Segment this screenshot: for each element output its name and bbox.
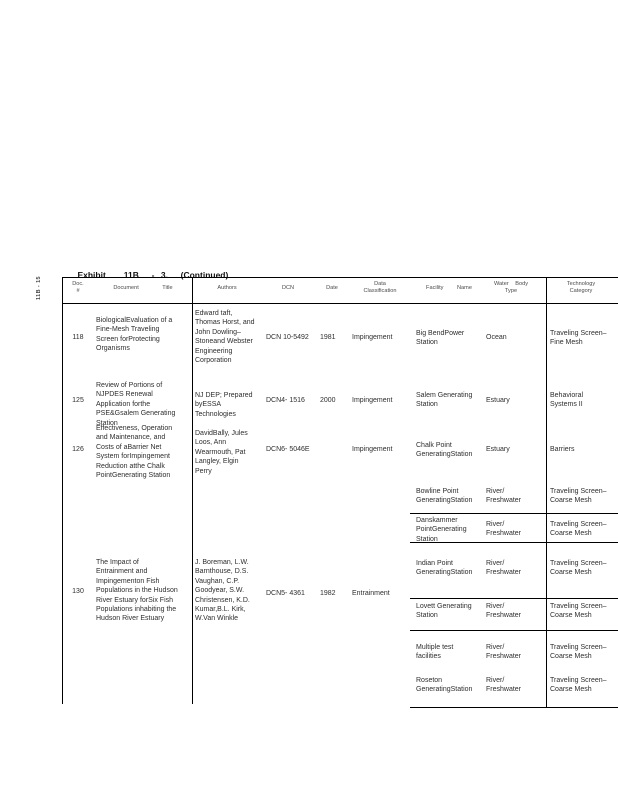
row-126-facility: Chalk Point GeneratingStation xyxy=(416,442,473,459)
row-125-water-body: Estuary xyxy=(486,397,510,404)
header-doc-number: Doc. # xyxy=(72,281,84,294)
row-118-dcn: DCN 10-5492 xyxy=(266,334,309,341)
facility-row-divider-2 xyxy=(410,542,618,543)
title-authors-divider xyxy=(192,277,193,704)
header-dcn: DCN xyxy=(281,285,295,291)
header-facility-name: Facility Name xyxy=(426,285,472,291)
row-118-title: BiologicalEvaluation of a Fine-Mesh Trav… xyxy=(96,317,173,353)
row-roseton-water-body: River/ Freshwater xyxy=(486,677,522,694)
row-multiple-technology: Traveling Screen– Coarse Mesh xyxy=(550,644,607,661)
row-danskammer-technology: Traveling Screen– Coarse Mesh xyxy=(550,521,607,538)
row-lovett-water-body: River/ Freshwater xyxy=(486,603,522,620)
row-118-date: 1981 xyxy=(320,334,336,341)
row-130-dcn: DCN5- 4361 xyxy=(266,590,305,597)
row-130-water-body: River/ Freshwater xyxy=(486,560,522,577)
row-126-doc-number: 126 xyxy=(72,446,84,453)
row-126-technology: Barriers xyxy=(550,446,575,453)
row-bowline-technology: Traveling Screen– Coarse Mesh xyxy=(550,488,607,505)
row-bowline-facility: Bowline Point GeneratingStation xyxy=(416,488,473,505)
row-130-title: The Impact of Entrainment and Impingemen… xyxy=(96,559,178,623)
table-left-border xyxy=(62,277,63,704)
row-roseton-facility: Roseton GeneratingStation xyxy=(416,677,473,694)
facility-row-divider-1 xyxy=(410,513,618,514)
row-118-doc-number: 118 xyxy=(72,334,84,341)
row-lovett-facility: Lovett Generating Station xyxy=(416,603,472,620)
header-authors: Authors xyxy=(217,285,237,291)
row-125-technology: Behavioral Systems II xyxy=(550,392,584,409)
facility-row-divider-3 xyxy=(410,598,618,599)
row-130-technology: Traveling Screen– Coarse Mesh xyxy=(550,560,607,577)
row-125-title: Review of Portions of NJPDES Renewal App… xyxy=(96,382,176,427)
row-125-classification: Impingement xyxy=(352,397,393,404)
row-118-facility: Big BendPower Station xyxy=(416,330,465,347)
header-bottom-border xyxy=(62,303,618,304)
table-top-border xyxy=(62,277,618,278)
row-danskammer-facility: Danskammer PointGenerating Station xyxy=(416,517,467,543)
row-125-authors: NJ DEP; Prepared byESSA Technologies xyxy=(195,392,253,418)
facility-row-divider-4 xyxy=(410,630,618,631)
exhibit-number: 11B - 3. (Continued) xyxy=(123,270,229,280)
row-130-facility: Indian Point GeneratingStation xyxy=(416,560,473,577)
row-126-dcn: DCN6- 5046E xyxy=(266,446,310,453)
row-118-authors: Edward taft, Thomas Horst, and John Dowl… xyxy=(195,310,255,365)
row-126-title: Effectiveness, Operation and Maintenance… xyxy=(96,425,173,480)
row-lovett-technology: Traveling Screen– Coarse Mesh xyxy=(550,603,607,620)
row-multiple-water-body: River/ Freshwater xyxy=(486,644,522,661)
water-technology-divider xyxy=(546,277,547,708)
row-118-technology: Traveling Screen– Fine Mesh xyxy=(550,330,607,347)
row-130-date: 1982 xyxy=(320,590,336,597)
row-multiple-facility: Multiple test facilities xyxy=(416,644,454,661)
header-data-classification: Data Classification xyxy=(363,281,397,294)
exhibit-label: Exhibit xyxy=(77,270,106,280)
row-125-doc-number: 125 xyxy=(72,397,84,404)
table-bottom-border xyxy=(410,707,618,708)
row-126-authors: DavidBally, Jules Loos, Ann Wearmouth, P… xyxy=(195,430,248,475)
row-130-doc-number: 130 xyxy=(72,588,84,595)
header-document-title: Document Title xyxy=(113,285,173,291)
header-water-body-type: Water Body Type xyxy=(493,281,528,294)
row-130-authors: J. Boreman, L.W. Barnthouse, D.S. Vaugha… xyxy=(195,559,250,623)
header-date: Date xyxy=(326,285,338,291)
row-125-date: 2000 xyxy=(320,397,336,404)
row-125-facility: Salem Generating Station xyxy=(416,392,473,409)
row-bowline-water-body: River/ Freshwater xyxy=(486,488,522,505)
row-danskammer-water-body: River/ Freshwater xyxy=(486,521,522,538)
row-118-water-body: Ocean xyxy=(486,334,507,341)
row-126-classification: Impingement xyxy=(352,446,393,453)
exhibit-title: Exhibit 11B - 3. (Continued) xyxy=(68,260,228,290)
row-125-dcn: DCN4- 1516 xyxy=(266,397,305,404)
header-technology-category: Technology Category xyxy=(566,281,596,294)
row-126-water-body: Estuary xyxy=(486,446,510,453)
row-130-classification: Entrainment xyxy=(352,590,390,597)
row-roseton-technology: Traveling Screen– Coarse Mesh xyxy=(550,677,607,694)
margin-page-label: 11B - 15 xyxy=(36,276,42,300)
row-118-classification: Impingement xyxy=(352,334,393,341)
